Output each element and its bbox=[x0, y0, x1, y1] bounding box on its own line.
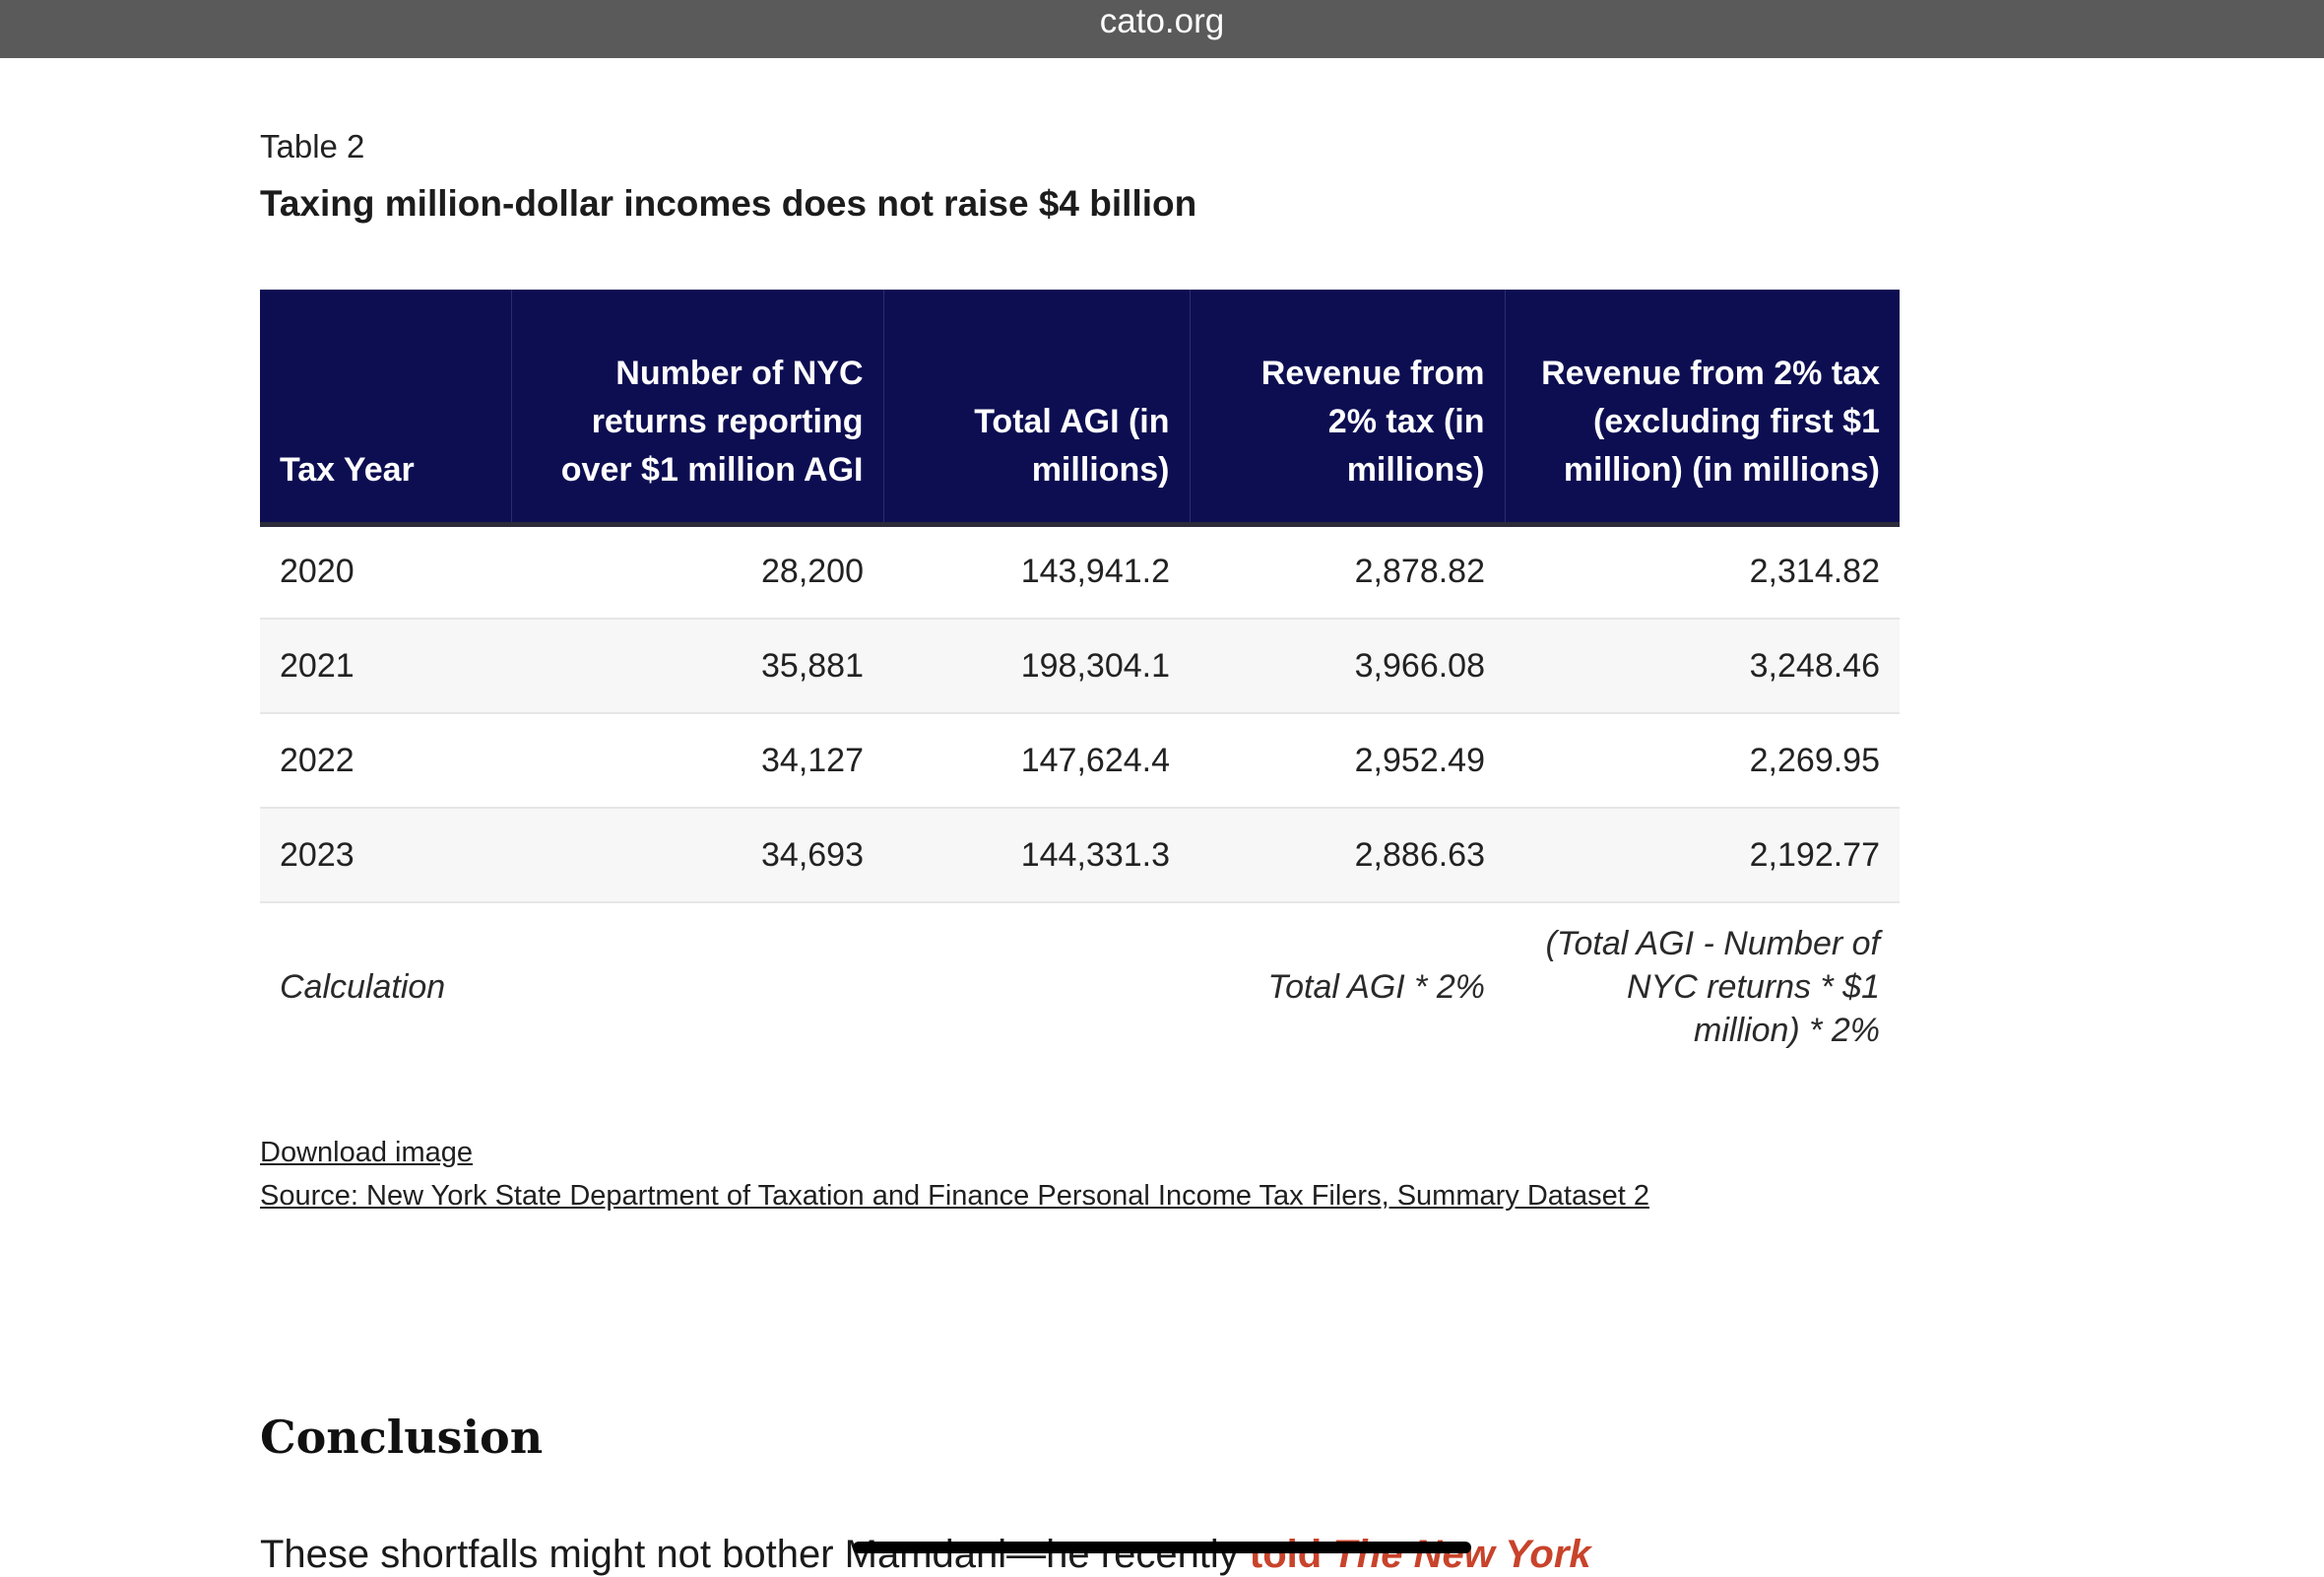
cell-revenue-excluding: 3,248.46 bbox=[1505, 619, 1900, 714]
home-indicator-bar[interactable] bbox=[853, 1542, 1471, 1553]
section-heading-conclusion: Conclusion bbox=[260, 1411, 544, 1464]
table-title: Taxing million-dollar incomes does not r… bbox=[260, 183, 1197, 224]
figure-links: Download image Source: New York State De… bbox=[260, 1131, 1649, 1217]
calculation-empty-cell bbox=[511, 902, 883, 1070]
cell-total-agi: 147,624.4 bbox=[883, 713, 1190, 809]
calculation-revenue-excluding-formula: (Total AGI - Number of NYC returns * $1 … bbox=[1545, 924, 1881, 1049]
cell-revenue: 2,952.49 bbox=[1190, 713, 1505, 809]
table-row: 2021 35,881 198,304.1 3,966.08 3,248.46 bbox=[260, 619, 1900, 714]
calculation-revenue-formula: Total AGI * 2% bbox=[1267, 967, 1486, 1006]
cell-revenue: 2,878.82 bbox=[1190, 524, 1505, 620]
header-revenue-excluding: Revenue from 2% tax (excluding first $1 … bbox=[1504, 290, 1900, 527]
source-link[interactable]: Source: New York State Department of Tax… bbox=[260, 1180, 1649, 1212]
cell-tax-year: 2022 bbox=[260, 713, 511, 809]
browser-address-bar[interactable]: cato.org bbox=[0, 0, 2324, 58]
cell-tax-year: 2020 bbox=[260, 524, 511, 620]
cell-revenue: 2,886.63 bbox=[1190, 808, 1505, 903]
cell-tax-year: 2023 bbox=[260, 808, 511, 903]
link-text-italic: The New York bbox=[1332, 1533, 1591, 1576]
table-row: 2022 34,127 147,624.4 2,952.49 2,269.95 bbox=[260, 713, 1900, 809]
header-number-of-returns: Number of NYC returns reporting over $1 … bbox=[510, 290, 883, 527]
header-revenue: Revenue from 2% tax (in millions) bbox=[1189, 290, 1505, 527]
cell-revenue-excluding: 2,192.77 bbox=[1505, 808, 1900, 903]
download-image-link[interactable]: Download image bbox=[260, 1137, 474, 1168]
table-label: Table 2 bbox=[260, 128, 365, 164]
cell-number-of-returns: 28,200 bbox=[511, 524, 883, 620]
domain-label: cato.org bbox=[1099, 1, 1225, 40]
calculation-empty-cell bbox=[883, 902, 1190, 1070]
cell-number-of-returns: 34,693 bbox=[511, 808, 883, 903]
cell-tax-year: 2021 bbox=[260, 619, 511, 714]
header-total-agi: Total AGI (in millions) bbox=[882, 290, 1190, 527]
tax-revenue-table: Tax Year Number of NYC returns reporting… bbox=[260, 290, 1900, 1070]
link-text: told bbox=[1249, 1533, 1333, 1576]
cell-number-of-returns: 35,881 bbox=[511, 619, 883, 714]
table-header-row: Tax Year Number of NYC returns reporting… bbox=[260, 290, 1900, 527]
calculation-label: Calculation bbox=[280, 967, 446, 1006]
cell-revenue: 3,966.08 bbox=[1190, 619, 1505, 714]
paragraph-text: These shortfalls might not bother Mamdan… bbox=[260, 1533, 1250, 1576]
cell-revenue-excluding: 2,314.82 bbox=[1505, 524, 1900, 620]
header-tax-year: Tax Year bbox=[260, 290, 511, 527]
cell-total-agi: 143,941.2 bbox=[883, 524, 1190, 620]
cell-revenue-excluding: 2,269.95 bbox=[1505, 713, 1900, 809]
calculation-row: Calculation Total AGI * 2% (Total AGI - … bbox=[260, 902, 1900, 1070]
table-row: 2023 34,693 144,331.3 2,886.63 2,192.77 bbox=[260, 808, 1900, 903]
cell-total-agi: 198,304.1 bbox=[883, 619, 1190, 714]
cell-number-of-returns: 34,127 bbox=[511, 713, 883, 809]
table-row: 2020 28,200 143,941.2 2,878.82 2,314.82 bbox=[260, 524, 1900, 620]
nyt-article-link[interactable]: told The New York bbox=[1250, 1533, 1591, 1576]
article-paragraph: These shortfalls might not bother Mamdan… bbox=[260, 1533, 1591, 1577]
cell-total-agi: 144,331.3 bbox=[883, 808, 1190, 903]
